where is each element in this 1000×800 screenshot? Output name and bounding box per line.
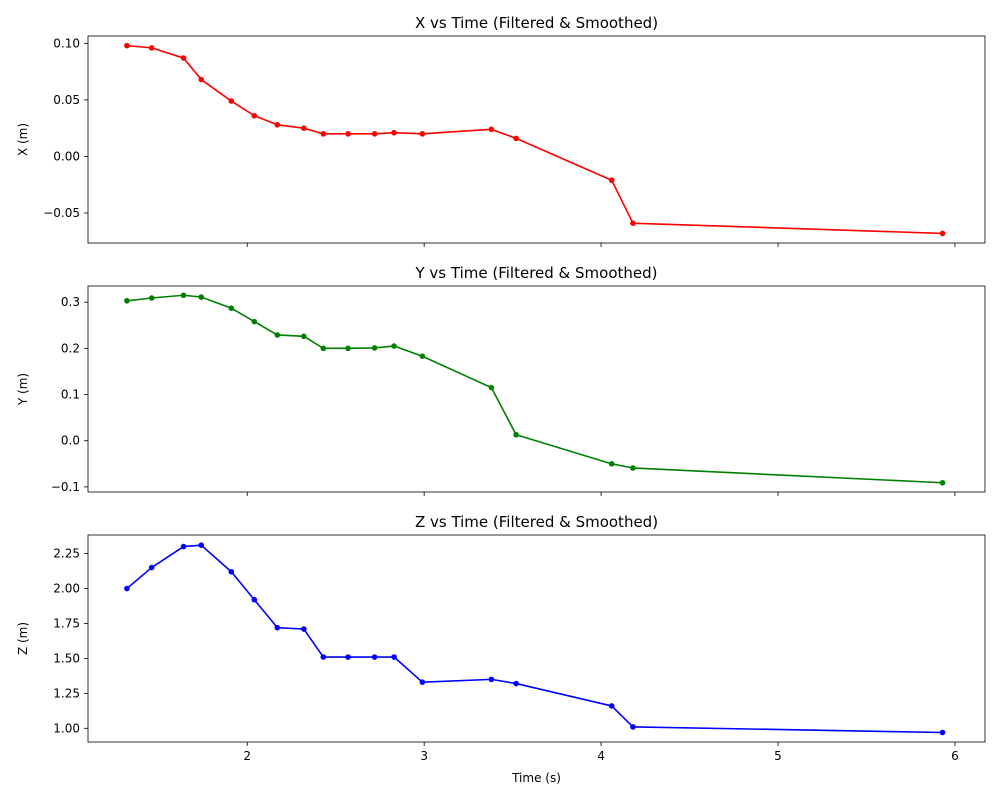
y-tick-label-1-0: −0.1 (51, 480, 80, 494)
data-point-0-4 (228, 98, 235, 104)
y-axis-label-0: X (m) (16, 123, 30, 156)
y-tick-label-1-1: 0.0 (61, 434, 80, 448)
y-axis-label-1: Y (m) (16, 373, 30, 406)
y-tick-label-1-2: 0.1 (61, 388, 80, 402)
data-point-0-1 (148, 45, 155, 51)
x-axis-label-2: Time (s) (511, 771, 561, 785)
data-point-1-7 (301, 333, 307, 340)
chart-title-1: Y vs Time (Filtered & Smoothed) (415, 264, 658, 282)
y-tick-label-1-4: 0.3 (61, 295, 80, 309)
data-point-2-12 (419, 679, 426, 685)
data-point-1-3 (198, 294, 205, 300)
data-point-0-7 (301, 125, 307, 131)
data-point-2-0 (124, 585, 130, 592)
series-line-0 (126, 44, 943, 235)
data-point-0-6 (274, 121, 281, 128)
data-point-1-1 (148, 295, 155, 301)
data-point-0-12 (419, 131, 426, 137)
data-point-0-16 (630, 220, 636, 227)
axes-frame-0 (87, 35, 986, 244)
data-point-1-12 (419, 353, 426, 360)
data-point-1-9 (345, 345, 351, 352)
data-point-2-10 (371, 654, 378, 660)
y-tick-label-2-0: 1.00 (53, 721, 80, 735)
data-point-2-3 (198, 542, 205, 549)
data-point-1-8 (320, 345, 327, 352)
y-tick-label-2-2: 1.50 (53, 651, 80, 665)
data-point-0-17 (939, 230, 946, 237)
series-line-2 (126, 544, 943, 734)
x-tick-label-2-3: 5 (774, 749, 782, 763)
data-point-1-15 (608, 461, 615, 467)
data-point-2-13 (488, 676, 495, 683)
y-tick-label-2-3: 1.75 (53, 616, 80, 630)
data-point-1-6 (274, 332, 281, 338)
data-point-0-13 (488, 126, 495, 133)
data-point-2-8 (320, 654, 327, 660)
data-point-2-9 (345, 654, 351, 660)
y-tick-label-0-2: 0.05 (53, 93, 80, 107)
data-point-0-2 (180, 55, 187, 61)
data-point-2-11 (391, 654, 397, 660)
data-point-1-14 (513, 431, 519, 438)
data-point-1-4 (228, 305, 235, 311)
data-point-0-9 (345, 131, 351, 137)
data-point-1-5 (251, 318, 258, 325)
x-tick-label-2-4: 6 (951, 749, 959, 763)
data-point-0-14 (513, 135, 519, 142)
data-point-1-11 (391, 343, 397, 349)
y-tick-label-2-4: 2.00 (53, 582, 80, 596)
x-tick-label-2-1: 3 (420, 749, 428, 763)
data-point-0-8 (320, 131, 327, 137)
data-point-1-2 (180, 292, 187, 299)
series-line-1 (126, 294, 943, 484)
y-tick-label-2-5: 2.25 (53, 547, 80, 561)
data-point-2-16 (630, 724, 636, 730)
data-point-2-2 (180, 543, 187, 550)
y-axis-label-2: Z (m) (16, 622, 30, 655)
data-point-2-6 (274, 624, 281, 631)
y-tick-label-2-1: 1.25 (53, 686, 80, 700)
y-tick-label-0-0: −0.05 (43, 206, 80, 220)
x-tick-label-2-0: 2 (243, 749, 251, 763)
chart-title-2: Z vs Time (Filtered & Smoothed) (415, 513, 658, 531)
x-tick-label-2-2: 4 (597, 749, 605, 763)
axes-frame-2 (87, 534, 986, 743)
data-point-1-10 (371, 345, 378, 351)
data-point-1-13 (488, 384, 495, 391)
data-point-1-17 (939, 479, 946, 486)
data-point-0-11 (391, 129, 397, 136)
data-point-1-16 (630, 465, 636, 471)
data-point-2-15 (608, 703, 615, 709)
data-point-2-1 (148, 564, 155, 571)
data-point-2-4 (228, 568, 235, 575)
y-tick-label-0-1: 0.00 (53, 149, 80, 163)
axes-frame-1 (87, 285, 986, 493)
data-point-0-3 (198, 76, 205, 83)
data-point-2-17 (939, 729, 946, 736)
data-point-2-5 (251, 596, 258, 603)
data-point-2-7 (301, 626, 307, 632)
data-point-0-15 (608, 177, 615, 184)
y-tick-label-1-3: 0.2 (61, 341, 80, 355)
data-point-0-10 (371, 131, 378, 137)
data-point-0-0 (124, 42, 130, 49)
y-tick-label-0-3: 0.10 (53, 36, 80, 50)
data-point-2-14 (513, 680, 519, 687)
data-point-1-0 (124, 297, 130, 304)
chart-title-0: X vs Time (Filtered & Smoothed) (415, 14, 658, 32)
data-point-0-5 (251, 112, 258, 119)
